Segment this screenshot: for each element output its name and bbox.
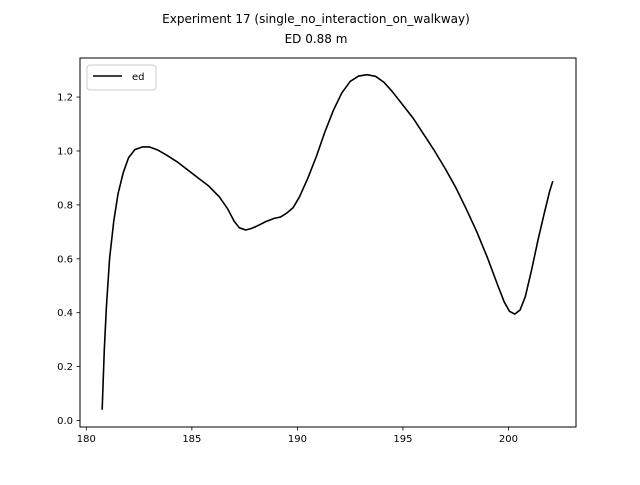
x-tick-label: 200 [499, 434, 518, 445]
x-tick-label: 180 [77, 434, 96, 445]
series-line-ed [101, 73, 554, 410]
legend: ed [86, 64, 157, 91]
plot-area-frame [79, 57, 577, 428]
y-tick-label: 1.0 [57, 146, 73, 157]
legend-box [86, 64, 157, 91]
y-tick-label: 1.2 [57, 93, 73, 104]
y-tick-label: 0.2 [57, 362, 73, 373]
y-tick-label: 0.4 [57, 308, 73, 319]
chart-subtitle: ED 0.88 m [285, 32, 348, 46]
chart-title: Experiment 17 (single_no_interaction_on_… [162, 12, 470, 26]
y-axis: 0.0 0.2 0.4 0.6 0.8 1.0 1.2 [57, 93, 80, 427]
x-tick-label: 185 [182, 434, 201, 445]
y-tick-label: 0.8 [57, 200, 73, 211]
x-tick-label: 195 [393, 434, 412, 445]
x-tick-label: 190 [288, 434, 307, 445]
x-axis: 180 185 190 195 200 [77, 427, 518, 445]
legend-label-ed: ed [132, 72, 145, 83]
y-tick-label: 0.6 [57, 254, 73, 265]
y-tick-label: 0.0 [57, 416, 73, 427]
